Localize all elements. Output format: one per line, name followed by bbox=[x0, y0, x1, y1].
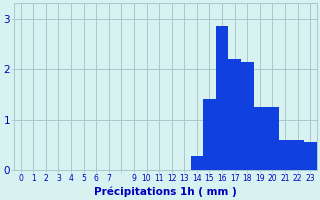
Bar bbox=[216, 26, 228, 170]
Bar bbox=[241, 62, 253, 170]
X-axis label: Précipitations 1h ( mm ): Précipitations 1h ( mm ) bbox=[94, 186, 237, 197]
Bar bbox=[253, 107, 266, 170]
Bar bbox=[304, 142, 316, 170]
Bar bbox=[228, 59, 241, 170]
Bar bbox=[191, 156, 203, 170]
Bar bbox=[266, 107, 279, 170]
Bar bbox=[291, 140, 304, 170]
Bar bbox=[279, 140, 291, 170]
Bar bbox=[203, 99, 216, 170]
